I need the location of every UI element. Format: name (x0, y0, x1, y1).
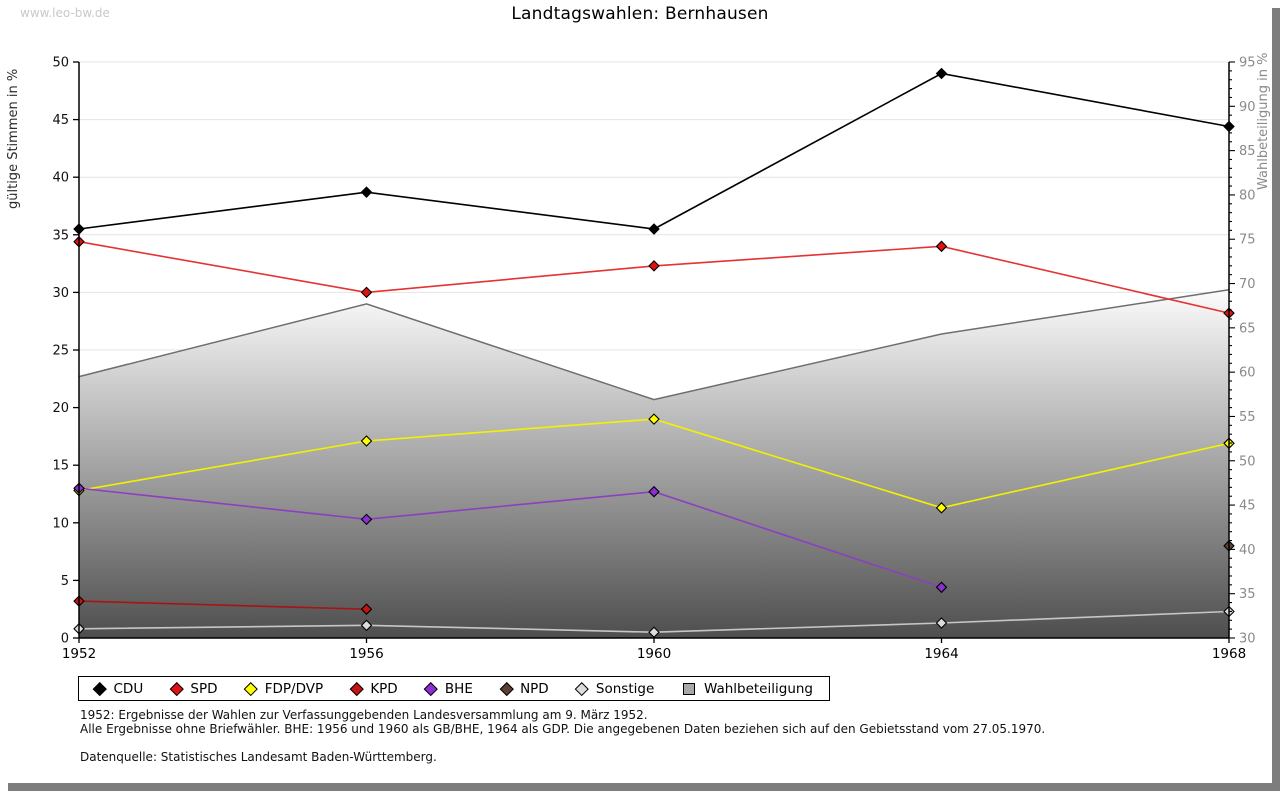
window-shadow-bottom (8, 783, 1280, 791)
right-tick-label: 50 (1239, 454, 1256, 469)
series-line-SPD (78, 240, 1230, 314)
right-tick-label: 80 (1239, 188, 1256, 203)
left-tick-label: 35 (52, 228, 69, 243)
right-tick-label: 40 (1239, 543, 1256, 558)
legend: CDU SPD FDP/DVP KPD BHE NPD Sonstige Wahlbeteil… (78, 676, 830, 701)
right-axis-title: Wahlbeteiligung in % (1256, 53, 1271, 190)
turnout-edge (78, 288, 1230, 401)
left-tick-label: 50 (52, 56, 69, 71)
legend-label: Wahlbeteiligung (703, 680, 813, 697)
series-marker-SPD (360, 286, 373, 299)
legend-item-CDU: CDU (93, 680, 144, 697)
footnotes: 1952: Ergebnisse der Wahlen zur Verfassu… (80, 708, 1046, 765)
right-tick-label: 45 (1239, 499, 1256, 514)
left-tick-label: 30 (52, 286, 69, 301)
footnote-line-2: Alle Ergebnisse ohne Briefwähler. BHE: 1… (80, 721, 1046, 736)
legend-label: SPD (190, 680, 218, 697)
right-tick-label: 95 (1239, 56, 1256, 71)
legend-marker-diamond (349, 681, 364, 696)
window-shadow-right (1272, 8, 1280, 791)
series-marker-BHE (360, 513, 373, 526)
right-tick-label: 60 (1239, 366, 1256, 381)
series-line-BHE (78, 487, 942, 589)
series-marker-CDU (648, 223, 660, 235)
legend-item-Wahlbeteiligung: Wahlbeteiligung (682, 680, 813, 697)
series-line-CDU (78, 72, 1230, 230)
legend-marker-diamond (169, 681, 184, 696)
left-tick-label: 40 (52, 171, 69, 186)
right-tick-label: 90 (1239, 100, 1256, 115)
legend-item-KPD: KPD (349, 680, 398, 697)
left-tick-label: 15 (52, 459, 69, 474)
right-tick-label: 55 (1239, 410, 1256, 425)
legend-label: NPD (520, 680, 549, 697)
watermark: www.leo-bw.de (20, 6, 110, 20)
left-tick-label: 0 (61, 632, 69, 647)
series-marker-FDP/DVP (360, 435, 373, 447)
legend-item-SPD: SPD (169, 680, 218, 697)
series-marker-FDP/DVP (648, 413, 660, 425)
legend-marker-diamond (575, 681, 589, 696)
series-marker-Sonstige (648, 626, 660, 639)
legend-marker-diamond (499, 681, 514, 696)
series-marker-SPD (935, 240, 948, 253)
legend-label: BHE (444, 680, 473, 697)
series-marker-FDP/DVP (935, 502, 948, 514)
series-marker-BHE (648, 485, 660, 498)
year-label: 1952 (62, 646, 96, 662)
legend-label: Sonstige (595, 680, 655, 697)
year-label: 1960 (637, 646, 671, 662)
turnout-area (79, 289, 1229, 638)
right-tick-label: 30 (1239, 632, 1256, 647)
footnote-line-1: 1952: Ergebnisse der Wahlen zur Verfassu… (80, 708, 648, 722)
legend-label: CDU (113, 680, 144, 697)
series-marker-SPD (648, 260, 660, 272)
right-tick-label: 65 (1239, 321, 1256, 336)
legend-label: FDP/DVP (264, 680, 324, 697)
right-tick-label: 75 (1239, 233, 1256, 248)
left-axis-title: gültige Stimmen in % (6, 69, 21, 209)
left-tick-label: 25 (52, 344, 69, 359)
year-label: 1968 (1212, 646, 1246, 662)
legend-item-Sonstige: Sonstige (575, 680, 655, 697)
series-marker-CDU (360, 186, 373, 198)
legend-item-BHE: BHE (424, 680, 473, 697)
legend-marker-diamond (424, 681, 438, 696)
left-tick-label: 45 (52, 113, 69, 128)
legend-item-FDP/DVP: FDP/DVP (244, 680, 324, 697)
right-tick-label: 70 (1239, 277, 1256, 292)
series-marker-Sonstige (360, 619, 373, 632)
page-title: Landtagswahlen: Bernhausen (511, 4, 769, 24)
series-line-KPD (78, 600, 367, 610)
right-tick-label: 85 (1239, 144, 1256, 159)
legend-item-NPD: NPD (499, 680, 549, 697)
series-marker-CDU (935, 67, 948, 80)
legend-marker-square (682, 682, 695, 695)
legend-marker-diamond (93, 681, 107, 696)
legend-marker-diamond (244, 681, 258, 696)
left-tick-label: 20 (52, 401, 69, 416)
source-line: Datenquelle: Statistisches Landesamt Bad… (80, 750, 437, 764)
year-label: 1964 (924, 646, 958, 662)
series-marker-BHE (935, 581, 948, 594)
year-label: 1956 (349, 646, 383, 662)
series-marker-Sonstige (935, 617, 948, 629)
left-tick-label: 10 (52, 516, 69, 531)
legend-label: KPD (370, 680, 398, 697)
right-tick-label: 35 (1239, 587, 1256, 602)
left-tick-label: 5 (61, 574, 69, 589)
series-marker-KPD (360, 603, 373, 615)
